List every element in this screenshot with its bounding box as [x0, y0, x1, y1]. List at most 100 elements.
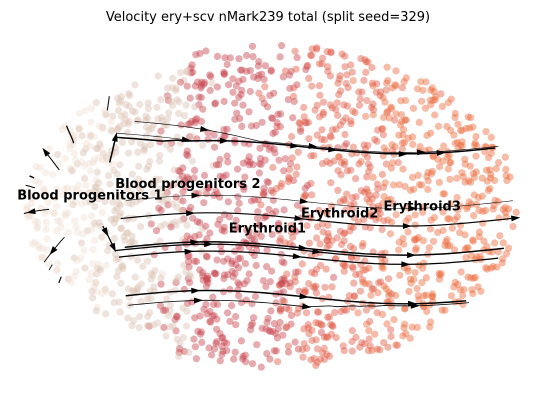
cell-point [42, 226, 50, 234]
cell-point [87, 226, 95, 234]
velocity-arrowhead [204, 241, 214, 248]
cell-point [311, 284, 319, 292]
cell-point [373, 345, 381, 353]
cell-point [364, 188, 372, 196]
cell-point [366, 317, 374, 326]
velocity-streamlines [23, 96, 521, 310]
cell-point [210, 345, 219, 353]
cell-point [107, 215, 115, 224]
cell-point [340, 306, 348, 314]
cell-point [272, 347, 280, 355]
cell-point [186, 120, 194, 128]
cell-point [64, 228, 73, 237]
cell-point [220, 338, 228, 346]
cell-point [194, 78, 202, 86]
cell-point [102, 310, 110, 318]
cell-point [167, 223, 175, 231]
cell-point [363, 185, 371, 193]
cell-point [123, 198, 131, 206]
cell-point [273, 119, 281, 127]
cell-point [467, 200, 475, 208]
cell-point [136, 195, 144, 203]
cell-point [347, 117, 355, 125]
cell-point [341, 262, 350, 270]
cell-point [318, 126, 326, 134]
cell-point [220, 223, 228, 231]
cell-point [136, 139, 144, 147]
cell-point [451, 139, 459, 147]
cell-point [181, 183, 189, 191]
cell-point [117, 97, 125, 105]
cell-point [192, 355, 200, 363]
cell-point [430, 88, 438, 96]
cell-point [392, 110, 400, 118]
cell-point [314, 308, 322, 316]
cell-point [161, 243, 169, 252]
cell-point [487, 174, 495, 182]
cell-point [325, 233, 333, 241]
cell-point [337, 171, 345, 179]
cell-point [233, 223, 241, 231]
cell-point [102, 261, 110, 269]
cell-point [446, 175, 454, 183]
cell-point [92, 176, 100, 184]
cell-point [308, 45, 316, 53]
cell-point [128, 237, 136, 245]
cell-point [435, 269, 443, 278]
cell-point [165, 109, 173, 117]
cell-point [347, 222, 355, 230]
cell-point [167, 98, 175, 106]
cell-point [45, 145, 53, 153]
cell-point [183, 150, 191, 159]
cell-point [420, 302, 428, 311]
cell-point [169, 200, 177, 208]
cell-point [288, 132, 296, 141]
cell-point [89, 260, 97, 268]
velocity-arrowhead [417, 149, 427, 156]
cell-point [121, 116, 130, 124]
cell-point [173, 312, 181, 320]
velocity-arrowhead [26, 208, 36, 215]
cell-point [428, 84, 436, 92]
cell-point [121, 110, 129, 119]
cell-point [205, 344, 213, 352]
cell-point [183, 173, 191, 181]
cell-point [89, 159, 97, 167]
cell-point [469, 123, 477, 131]
cell-point [156, 237, 164, 245]
cell-point [99, 125, 107, 133]
cell-point [155, 157, 163, 165]
cell-point [113, 273, 121, 281]
cell-point [82, 140, 90, 148]
cell-point [219, 173, 227, 181]
cell-point [300, 103, 308, 112]
cell-point [156, 185, 164, 193]
cell-point [189, 214, 197, 222]
cell-point [90, 133, 98, 141]
cell-point [196, 312, 204, 320]
cell-point [372, 216, 380, 224]
cell-point [147, 294, 155, 303]
cell-point [466, 162, 474, 170]
cell-point [87, 188, 95, 196]
cell-point [83, 227, 92, 235]
cell-point [163, 295, 171, 303]
cell-point [154, 319, 162, 327]
cell-point [198, 187, 206, 195]
cell-point [444, 165, 452, 173]
cell-point [53, 227, 61, 235]
cell-point [43, 235, 51, 243]
cell-point [156, 151, 164, 159]
cell-point [428, 167, 436, 175]
cell-point [329, 322, 337, 331]
cell-point [457, 141, 465, 149]
cell-point [378, 225, 386, 234]
cell-point [431, 111, 439, 119]
cell-point [231, 348, 239, 356]
cell-point [427, 216, 435, 224]
cell-point [482, 264, 490, 272]
cell-point [193, 115, 201, 123]
cell-point [266, 278, 274, 286]
cell-point [336, 198, 344, 206]
cell-point [332, 125, 340, 133]
